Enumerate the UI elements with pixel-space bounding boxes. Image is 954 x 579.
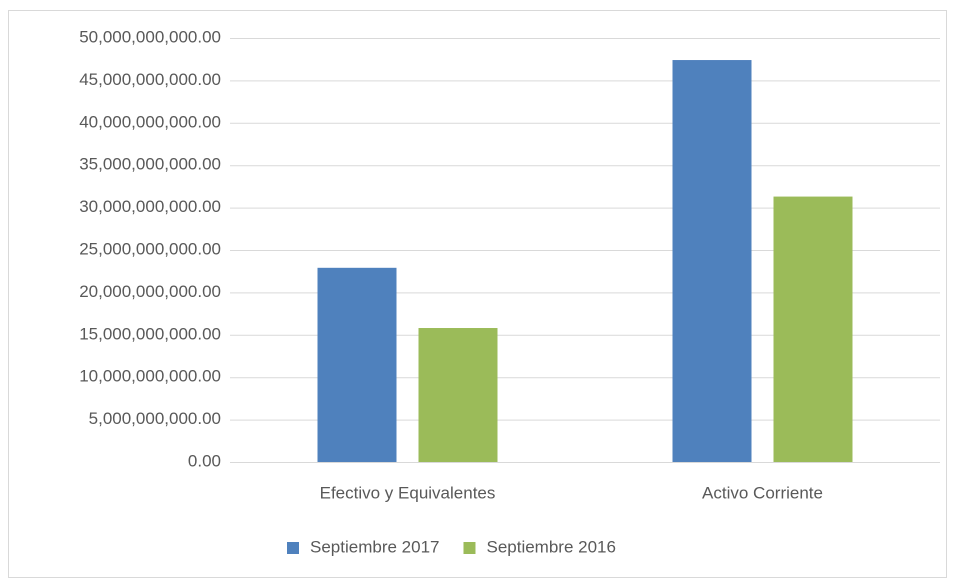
x-tick-label: Activo Corriente <box>702 483 823 502</box>
legend-label: Septiembre 2017 <box>310 537 439 556</box>
legend-label: Septiembre 2016 <box>486 537 615 556</box>
y-tick-label: 20,000,000,000.00 <box>79 282 221 301</box>
y-tick-label: 15,000,000,000.00 <box>79 324 221 343</box>
y-tick-label: 45,000,000,000.00 <box>79 70 221 89</box>
y-tick-label: 50,000,000,000.00 <box>79 27 221 46</box>
bar <box>773 196 853 463</box>
x-tick-label: Efectivo y Equivalentes <box>320 483 496 502</box>
legend-swatch <box>287 542 299 554</box>
y-tick-label: 40,000,000,000.00 <box>79 112 221 131</box>
bar <box>418 328 498 462</box>
y-tick-label: 25,000,000,000.00 <box>79 239 221 258</box>
y-tick-label: 10,000,000,000.00 <box>79 367 221 386</box>
legend-swatch <box>463 542 476 554</box>
y-tick-label: 30,000,000,000.00 <box>79 197 221 216</box>
y-tick-label: 5,000,000,000.00 <box>89 409 221 428</box>
bar <box>672 60 752 462</box>
y-tick-label: 35,000,000,000.00 <box>79 155 221 174</box>
y-tick-label: 0.00 <box>188 451 221 470</box>
bar <box>317 267 397 462</box>
